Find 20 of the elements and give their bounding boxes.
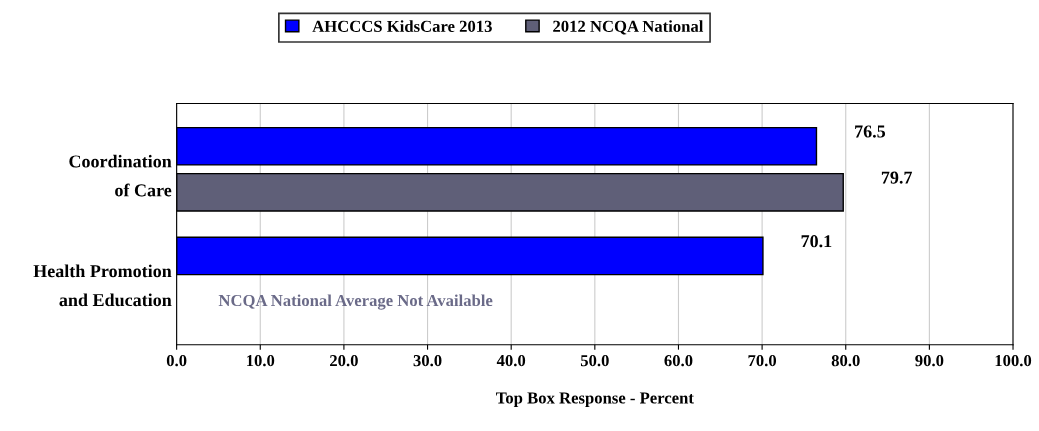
data-label: 76.5	[855, 125, 886, 138]
x-tick-label: 90.0	[915, 355, 944, 367]
x-tick-label: 80.0	[831, 355, 860, 367]
y-tick-label: Health Promotion and Education	[33, 264, 172, 307]
x-tick-label: 100.0	[995, 355, 1032, 367]
data-label: 70.1	[801, 235, 832, 248]
x-tick-label: 40.0	[496, 355, 526, 367]
x-tick-label: 0.0	[166, 355, 187, 367]
x-tick-label: 50.0	[580, 355, 609, 367]
x-tick-label: 60.0	[664, 355, 693, 367]
annotation: NCQA National Average Not Available	[218, 294, 493, 310]
legend-label: AHCCCS KidsCare 2013	[312, 20, 492, 32]
x-tick-label: 70.0	[748, 355, 777, 367]
data-label: 79.7	[881, 171, 913, 184]
y-tick-label: Coordination of Care	[69, 154, 172, 197]
legend-label: 2012 NCQA National	[553, 20, 704, 35]
x-tick-label: 10.0	[247, 355, 275, 367]
x-tick-label: 20.0	[330, 355, 358, 367]
x-tick-label: 30.0	[413, 355, 442, 367]
x-axis-title: Top Box Response - Percent	[496, 392, 694, 407]
